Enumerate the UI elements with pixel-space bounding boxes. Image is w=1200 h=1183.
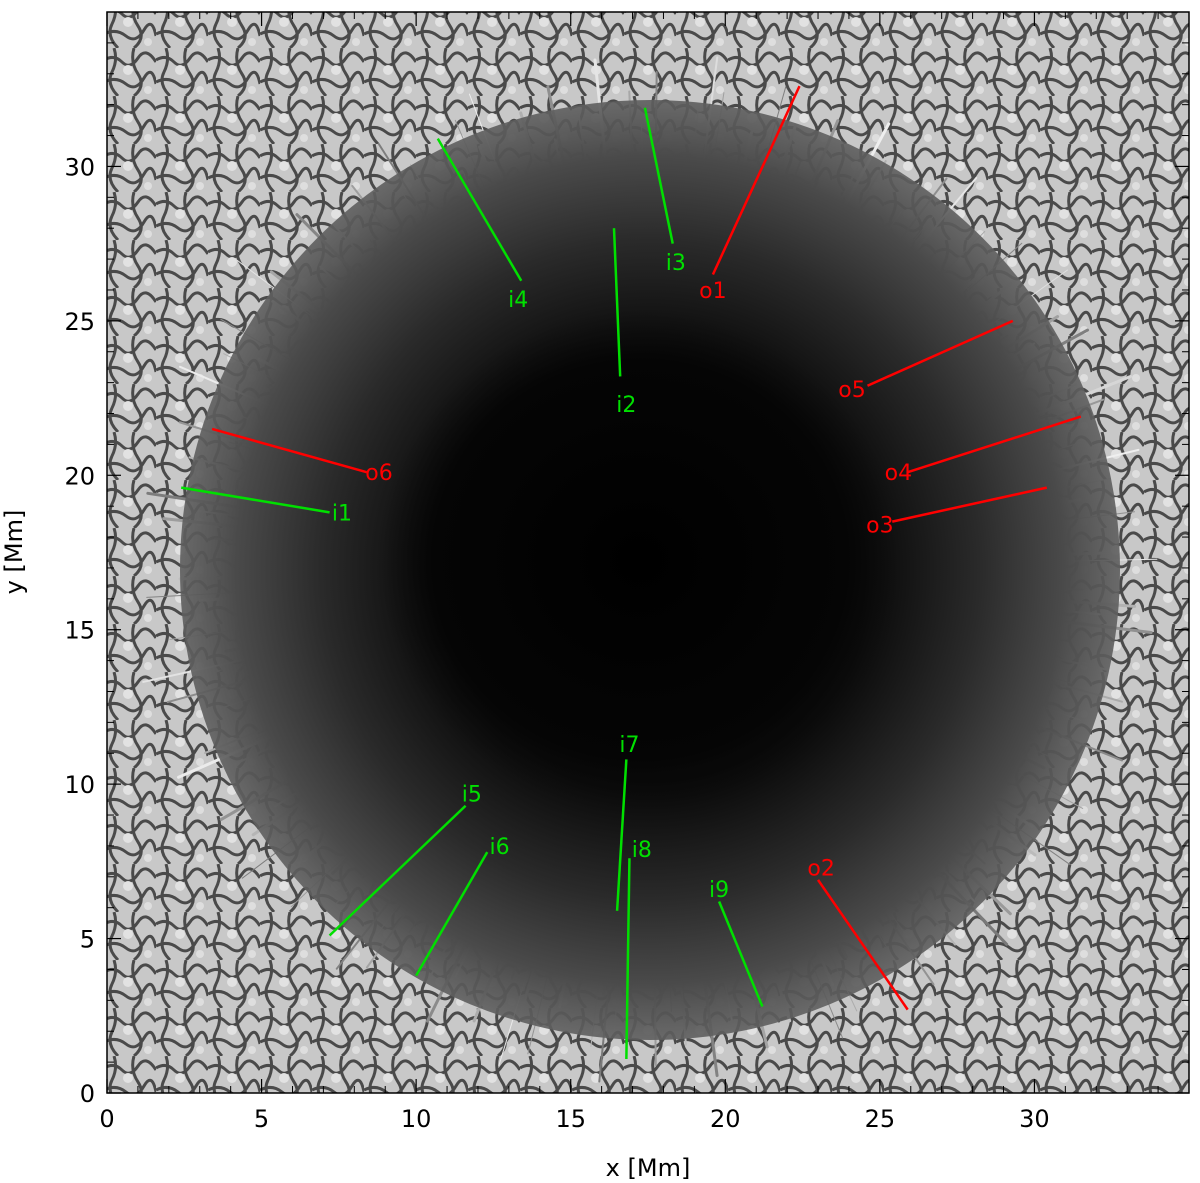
track-o2-label: o2 — [807, 857, 834, 882]
y-tick-label: 25 — [64, 308, 95, 336]
track-i1-label: i1 — [332, 501, 352, 526]
x-tick-label: 25 — [865, 1105, 896, 1133]
x-tick-label: 20 — [710, 1105, 741, 1133]
track-i2-label: i2 — [616, 393, 636, 418]
track-i9-label: i9 — [709, 878, 729, 903]
x-tick-label: 15 — [555, 1105, 586, 1133]
track-o4-label: o4 — [885, 461, 912, 486]
track-i3-line — [643, 107, 674, 244]
track-i6-label: i6 — [490, 835, 510, 860]
plot-frame — [106, 11, 1190, 1094]
y-tick-label: 0 — [80, 1080, 95, 1108]
y-tick-label: 10 — [64, 771, 95, 799]
track-i2-line — [612, 228, 622, 377]
track-o1-line — [711, 85, 801, 276]
y-axis-label: y [Mm] — [0, 510, 28, 595]
y-tick-label: 30 — [64, 153, 95, 181]
track-i7-line — [615, 759, 628, 911]
track-o6-label: o6 — [365, 461, 392, 486]
x-tick-label: 0 — [99, 1105, 114, 1133]
y-tick-label: 5 — [80, 926, 95, 954]
track-o4-line — [907, 415, 1082, 474]
track-o3-label: o3 — [866, 514, 893, 539]
umbra — [380, 310, 900, 810]
track-i3-label: i3 — [666, 251, 686, 276]
y-tick-label: 15 — [64, 617, 95, 645]
track-lines: o1 o2 o3 o4 o5 o6 i1 i2 i3 i4 i5 i6 i7 i8 i9 — [180, 85, 1082, 1060]
x-tick-label: 10 — [401, 1105, 432, 1133]
sunspot-image — [107, 12, 1189, 1093]
track-i5-label: i5 — [462, 782, 482, 807]
track-i9-line — [717, 901, 764, 1007]
track-i7-label: i7 — [619, 733, 639, 758]
x-tick-label: 5 — [254, 1105, 269, 1133]
axis-ticks: 0 5 10 15 20 25 30 0 5 10 15 20 25 30 — [64, 12, 1189, 1133]
track-o2-line — [817, 879, 909, 1011]
y-tick-label: 20 — [64, 462, 95, 490]
track-o5-label: o5 — [838, 378, 865, 403]
track-i4-line — [436, 137, 523, 282]
track-i4-label: i4 — [508, 288, 528, 313]
track-o1-label: o1 — [699, 279, 726, 304]
x-axis-label: x [Mm] — [606, 1154, 691, 1182]
track-o5-line — [866, 319, 1014, 387]
track-i1-line — [180, 486, 330, 514]
track-i5-line — [328, 804, 467, 937]
track-i8-label: i8 — [632, 838, 652, 863]
track-i8-line — [625, 858, 631, 1060]
track-i6-line — [415, 851, 489, 977]
x-tick-label: 30 — [1019, 1105, 1050, 1133]
track-o6-line — [211, 427, 368, 474]
track-o3-line — [891, 486, 1048, 523]
